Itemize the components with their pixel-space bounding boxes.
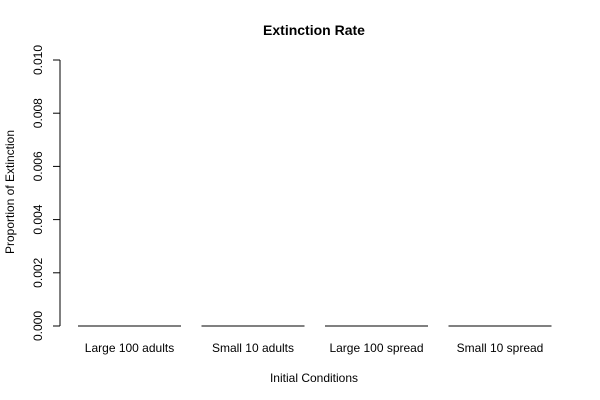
x-category-label: Small 10 spread xyxy=(457,341,544,355)
x-category-label: Small 10 adults xyxy=(212,341,294,355)
x-axis-label: Initial Conditions xyxy=(270,371,358,385)
y-tick-label: 0.006 xyxy=(31,151,45,181)
x-category-label: Large 100 adults xyxy=(85,341,174,355)
y-tick-label: 0.010 xyxy=(31,45,45,75)
y-axis-label: Proportion of Extinction xyxy=(3,130,17,254)
chart-title: Extinction Rate xyxy=(263,22,365,38)
y-tick-label: 0.004 xyxy=(31,204,45,234)
y-tick-label: 0.000 xyxy=(31,311,45,341)
y-tick-label: 0.008 xyxy=(31,98,45,128)
y-axis: 0.000 0.002 0.004 0.006 0.008 0.010 xyxy=(31,45,61,341)
x-category-label: Large 100 spread xyxy=(329,341,423,355)
x-category-labels: Large 100 adults Small 10 adults Large 100… xyxy=(85,341,544,355)
y-tick-label: 0.002 xyxy=(31,257,45,287)
